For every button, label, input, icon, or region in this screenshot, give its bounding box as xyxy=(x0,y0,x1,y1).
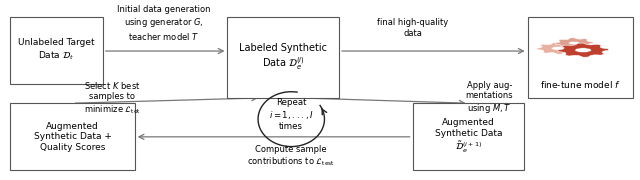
Circle shape xyxy=(575,48,591,52)
FancyBboxPatch shape xyxy=(10,103,135,170)
Polygon shape xyxy=(536,42,579,54)
Text: Unlabeled Target
Data $\mathcal{D}_t$: Unlabeled Target Data $\mathcal{D}_t$ xyxy=(19,39,95,62)
Polygon shape xyxy=(555,38,593,48)
Text: fine-tune model $f$: fine-tune model $f$ xyxy=(540,79,621,90)
Text: Augmented
Synthetic Data +
Quality Scores: Augmented Synthetic Data + Quality Score… xyxy=(34,122,111,152)
Text: Labeled Synthetic
Data $\mathcal{D}_e^{(i)}$: Labeled Synthetic Data $\mathcal{D}_e^{(… xyxy=(239,43,327,72)
Text: Initial data generation
using generator $G$,
teacher model $T$: Initial data generation using generator … xyxy=(116,5,211,42)
FancyBboxPatch shape xyxy=(10,17,103,84)
Text: Select $K$ best
samples to
minimize $\mathcal{L}_{\mathrm{tot}}$: Select $K$ best samples to minimize $\ma… xyxy=(84,80,141,116)
Text: Compute sample
contributions to $\mathcal{L}_{\mathrm{test}}$: Compute sample contributions to $\mathca… xyxy=(247,145,335,168)
Text: Augmented
Synthetic Data
$\tilde{\mathcal{D}}_e^{(i+1)}$: Augmented Synthetic Data $\tilde{\mathca… xyxy=(435,118,502,155)
Text: Repeat
$i=1,...,I$
times: Repeat $i=1,...,I$ times xyxy=(269,98,314,131)
Circle shape xyxy=(568,41,580,45)
FancyBboxPatch shape xyxy=(227,17,339,98)
Polygon shape xyxy=(557,43,609,57)
FancyBboxPatch shape xyxy=(527,17,633,98)
Text: final high-quality
data: final high-quality data xyxy=(377,18,448,38)
Text: Apply aug-
mentations
using $M, T$: Apply aug- mentations using $M, T$ xyxy=(465,81,513,115)
FancyBboxPatch shape xyxy=(413,103,524,170)
Circle shape xyxy=(551,47,564,50)
